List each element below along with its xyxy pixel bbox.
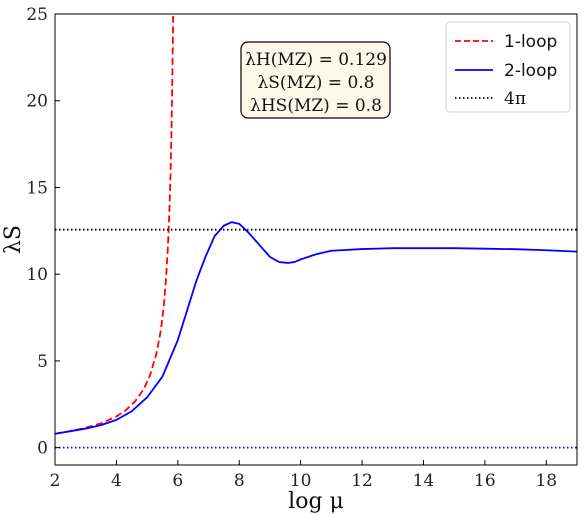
y-tick-label: 15	[26, 178, 48, 198]
annotation-box: λH(MZ) = 0.129 λS(MZ) = 0.8 λHS(MZ) = 0.…	[240, 41, 391, 119]
tick-layer: 2 4 6 8 10 12 14 16 18 0 5 10 15 20 25	[26, 5, 557, 491]
legend-frame	[445, 21, 571, 113]
y-tick-label: 20	[26, 92, 48, 112]
legend-label-2-loop: 2-loop	[504, 61, 557, 81]
x-tick-label: 2	[50, 471, 61, 491]
x-tick-label: 12	[351, 471, 373, 491]
series-line-2-loop-1	[55, 221, 577, 435]
annotation-line-1: λH(MZ) = 0.129	[245, 50, 387, 70]
y-tick-label: 10	[26, 265, 48, 285]
series-layer	[55, 14, 577, 449]
legend-label-4pi: 4π	[504, 89, 526, 109]
x-tick-label: 6	[172, 471, 183, 491]
y-tick-label: 5	[37, 352, 48, 372]
x-tick-label: 18	[535, 471, 557, 491]
y-tick-label: 25	[26, 5, 48, 25]
annotation-line-2: λS(MZ) = 0.8	[258, 73, 375, 93]
plot-frame	[54, 13, 578, 466]
y-tick-label: 0	[37, 439, 48, 459]
series-line-1-loop-0	[55, 14, 175, 435]
annotation-box-frame	[240, 41, 391, 119]
y-axis-label: λS	[1, 225, 26, 254]
legend: 1-loop 2-loop 4π	[445, 21, 571, 113]
x-tick-label: 8	[234, 471, 245, 491]
legend-label-1-loop: 1-loop	[504, 32, 557, 52]
x-tick-label: 16	[474, 471, 496, 491]
annotation-line-3: λHS(MZ) = 0.8	[250, 96, 382, 116]
x-tick-label: 14	[413, 471, 435, 491]
x-tick-label: 4	[111, 471, 122, 491]
x-tick-label: 10	[290, 471, 312, 491]
x-axis-label: log μ	[288, 489, 344, 514]
